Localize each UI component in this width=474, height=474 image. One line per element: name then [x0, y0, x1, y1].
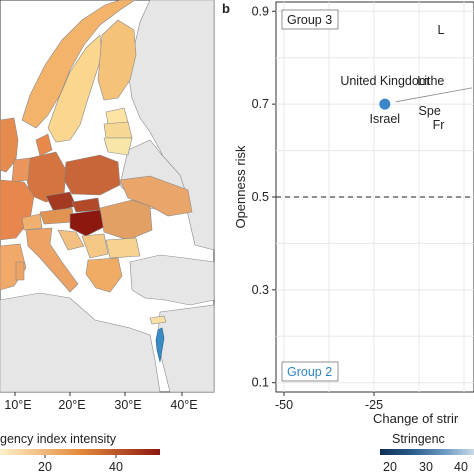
- map-legend-tick: 40: [109, 460, 123, 474]
- map-lithuania: [103, 137, 133, 156]
- map-legend: gency index intensity 20 40: [0, 432, 160, 474]
- group3-label: Group 3: [287, 13, 332, 27]
- annotation-connector-line: [395, 87, 473, 103]
- map-legend-title: gency index intensity: [0, 432, 117, 446]
- data-points: Israel: [370, 98, 401, 126]
- map-legend-colorbar: [0, 449, 160, 455]
- map-land: [0, 0, 215, 393]
- map-latvia: [103, 121, 133, 139]
- annotation-label: Lithe: [417, 74, 444, 88]
- map-denmark: [35, 133, 53, 157]
- map-north-africa: [0, 292, 161, 393]
- map-romania: [99, 199, 153, 241]
- map-panel: 10°E 20°E 30°E 40°E gency index intensit…: [0, 0, 215, 474]
- annotation-label: Spe: [419, 104, 441, 118]
- map-switzerland: [21, 213, 43, 231]
- map-norway: [21, 0, 136, 129]
- map-cyprus: [149, 315, 167, 325]
- stringency-legend: Stringenc 20 30 40: [380, 432, 474, 474]
- map-lon-tick-label: 40°E: [170, 398, 197, 412]
- y-tick-label: 0.3: [252, 283, 269, 297]
- map-bulgaria: [105, 237, 141, 259]
- map-legend-tick: 20: [38, 460, 52, 474]
- map-lon-tick-label: 20°E: [58, 398, 85, 412]
- annotation-label: United Kingdom: [340, 74, 429, 88]
- y-tick-label: 0.5: [252, 190, 269, 204]
- y-axis-ticks: 0.1 0.3 0.5 0.7 0.9: [252, 4, 276, 390]
- stringency-legend-title: Stringenc: [392, 432, 445, 446]
- map-sweden: [47, 34, 103, 143]
- group2-box: Group 2: [281, 361, 339, 382]
- map-croatia: [57, 229, 85, 251]
- stringency-legend-colorbar: [380, 449, 474, 455]
- scatter-panel: b 0.1 0.3 0.5 0.7 0.9 -50 -25 Openness risk C…: [222, 1, 474, 474]
- data-point-label: Israel: [370, 112, 401, 126]
- stringency-legend-tick: 30: [419, 460, 433, 474]
- x-axis-label: Change of strir: [373, 411, 459, 426]
- panel-letter: b: [222, 1, 230, 16]
- y-tick-label: 0.7: [252, 97, 269, 111]
- stringency-legend-tick: 40: [454, 460, 468, 474]
- map-greece: [85, 257, 123, 293]
- x-axis-ticks: -50 -25: [275, 392, 383, 412]
- stringency-legend-tick: 20: [383, 460, 397, 474]
- map-ukraine-east: [119, 175, 193, 217]
- x-tick-label: -25: [365, 398, 383, 412]
- map-sardinia: [15, 261, 25, 281]
- map-lon-tick-label: 10°E: [4, 398, 31, 412]
- y-tick-label: 0.1: [252, 376, 269, 390]
- map-lon-ticks: 10°E 20°E 30°E 40°E: [4, 392, 198, 412]
- map-lon-tick-label: 30°E: [114, 398, 141, 412]
- map-hungary: [69, 209, 107, 237]
- map-turkey: [129, 254, 215, 306]
- map-poland: [63, 154, 121, 196]
- group2-label: Group 2: [287, 365, 332, 379]
- annotation-label: Fr: [433, 118, 445, 132]
- x-tick-label: -50: [275, 398, 293, 412]
- y-tick-label: 0.9: [252, 4, 269, 18]
- map-israel: [155, 327, 165, 363]
- data-point: [379, 98, 391, 110]
- map-serbia: [81, 233, 109, 259]
- map-italy: [25, 227, 79, 293]
- annotation-label: L: [437, 23, 444, 37]
- map-finland: [97, 19, 137, 101]
- map-benelux: [11, 157, 31, 183]
- y-axis-label: Openness risk: [233, 145, 248, 229]
- group3-box: Group 3: [281, 9, 339, 30]
